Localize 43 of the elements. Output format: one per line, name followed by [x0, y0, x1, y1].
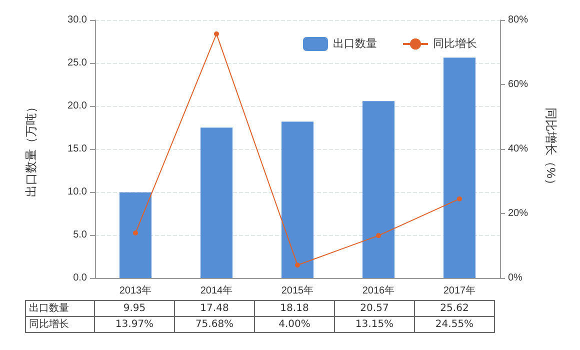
y-tick-label: 20.0: [68, 100, 88, 112]
y-tick-label: 10.0: [68, 186, 88, 198]
x-tick-label: 2015年: [281, 284, 314, 296]
point: [214, 31, 219, 36]
data-label: 13.97%: [94, 316, 174, 332]
text: 同比增长: [29, 319, 69, 330]
data-label: 24.55%: [414, 316, 494, 332]
point: [457, 196, 462, 202]
x-tick-label: 2013年: [119, 284, 152, 296]
bar: [362, 101, 394, 278]
y-tick-label: 30.0: [68, 14, 88, 26]
data-label: 20.57: [334, 300, 414, 316]
x-tick-label: 2014年: [200, 284, 233, 296]
y2-tick-label: 0%: [508, 272, 523, 284]
data-label: 4.00%: [254, 316, 334, 332]
point: [295, 262, 300, 268]
y-tick-label: 5.0: [73, 230, 88, 240]
bar: [120, 192, 152, 278]
y2-tick-label: 20%: [508, 208, 528, 219]
y-tick-label: 0.0: [73, 272, 88, 284]
y-tick-label: 25.0: [68, 58, 88, 68]
legend-label: 出口数量: [333, 37, 377, 50]
data-label: 75.68%: [174, 316, 254, 332]
y2-tick-label: 60%: [508, 79, 528, 90]
y2-tick-label: 40%: [508, 144, 528, 154]
x-tick-label: 2016年: [362, 284, 395, 296]
point: [376, 233, 381, 238]
text: 出口数量: [29, 303, 69, 314]
bar: [444, 58, 476, 278]
y2-tick-label: 80%: [508, 14, 528, 26]
data-label: 17.48: [174, 300, 254, 316]
bar: [200, 128, 232, 278]
data-label: 13.15%: [334, 316, 414, 332]
data-label: 25.62: [414, 300, 494, 316]
legend-label: 同比增长: [433, 37, 477, 50]
y-axis-title: 出口数量（万吨）: [24, 101, 38, 197]
y-tick-label: 15.0: [68, 144, 88, 154]
x-tick-label: 2017年: [443, 284, 476, 296]
y2-axis-title: 同比增长（%）: [544, 108, 558, 190]
bar: [282, 122, 314, 278]
data-label: 9.95: [94, 300, 174, 316]
data-label: 18.18: [254, 300, 334, 316]
point: [133, 230, 138, 236]
